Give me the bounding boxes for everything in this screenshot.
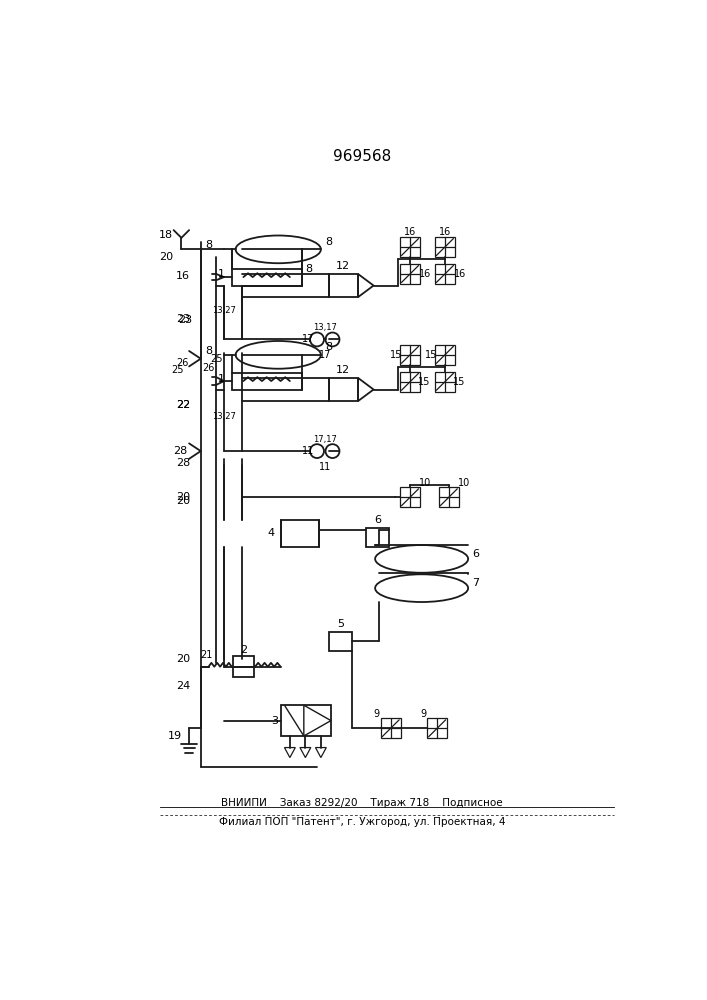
- Bar: [435, 372, 455, 392]
- Text: 21: 21: [200, 650, 212, 660]
- Text: Филиал ПОП "Патент", г. Ужгород, ул. Проектная, 4: Филиал ПОП "Патент", г. Ужгород, ул. Про…: [218, 817, 506, 827]
- Bar: [233, 656, 255, 677]
- Bar: [232, 269, 301, 286]
- Text: 28: 28: [176, 458, 190, 468]
- Bar: [435, 345, 455, 365]
- Text: 24: 24: [176, 681, 190, 691]
- Bar: [438, 487, 459, 507]
- Text: 17: 17: [301, 334, 314, 344]
- Text: 969568: 969568: [333, 149, 391, 164]
- Text: 2: 2: [240, 645, 247, 655]
- Text: 8: 8: [325, 237, 332, 247]
- Text: 20: 20: [176, 654, 190, 664]
- Ellipse shape: [375, 545, 468, 573]
- Bar: [400, 487, 420, 507]
- Text: 7: 7: [472, 578, 479, 588]
- Bar: [329, 632, 352, 651]
- Polygon shape: [358, 378, 373, 401]
- Text: 20: 20: [176, 496, 190, 506]
- Text: 15: 15: [418, 377, 430, 387]
- Bar: [400, 264, 420, 284]
- Text: 8: 8: [205, 346, 212, 356]
- Text: 23: 23: [178, 315, 192, 325]
- Text: 6: 6: [472, 549, 479, 559]
- Text: 28: 28: [173, 446, 187, 456]
- Text: 17: 17: [319, 350, 331, 360]
- Text: 22: 22: [176, 400, 190, 410]
- Text: 8: 8: [205, 240, 212, 250]
- Text: 10: 10: [458, 478, 470, 488]
- Polygon shape: [358, 274, 373, 297]
- Text: 19: 19: [168, 731, 182, 741]
- Bar: [232, 373, 301, 389]
- Text: 16: 16: [455, 269, 467, 279]
- Text: 22: 22: [176, 400, 190, 410]
- Text: 16: 16: [439, 227, 451, 237]
- Text: ВНИИПИ    Заказ 8292/20    Тираж 718    Подписное: ВНИИПИ Заказ 8292/20 Тираж 718 Подписное: [221, 798, 503, 808]
- Bar: [400, 237, 420, 257]
- Polygon shape: [300, 748, 311, 758]
- Text: 15: 15: [390, 350, 402, 360]
- Text: 25: 25: [210, 354, 223, 364]
- Bar: [427, 718, 448, 738]
- Text: 20: 20: [159, 252, 173, 262]
- Text: 26: 26: [177, 358, 189, 368]
- Text: 4: 4: [268, 528, 275, 538]
- Text: 8: 8: [305, 264, 312, 274]
- Text: 13,17: 13,17: [312, 323, 337, 332]
- Bar: [281, 705, 331, 736]
- Bar: [366, 528, 389, 547]
- Text: 12: 12: [337, 261, 351, 271]
- Ellipse shape: [235, 341, 321, 369]
- Ellipse shape: [235, 235, 321, 263]
- Text: 15: 15: [425, 350, 437, 360]
- Bar: [329, 274, 358, 297]
- Bar: [435, 264, 455, 284]
- Text: 15: 15: [452, 377, 465, 387]
- Text: 17,17: 17,17: [312, 435, 337, 444]
- Text: 16: 16: [419, 269, 432, 279]
- Text: 26: 26: [202, 363, 215, 373]
- Text: 11: 11: [302, 446, 314, 456]
- Polygon shape: [315, 748, 327, 758]
- Text: 20: 20: [176, 492, 190, 502]
- Text: 18: 18: [159, 231, 173, 240]
- Text: 1: 1: [218, 374, 225, 384]
- Text: 8: 8: [325, 342, 332, 352]
- Text: 1: 1: [218, 269, 225, 279]
- Text: 13,27: 13,27: [212, 412, 236, 421]
- Text: 23: 23: [176, 314, 190, 324]
- Bar: [380, 718, 401, 738]
- Polygon shape: [304, 705, 331, 736]
- Text: 3: 3: [271, 716, 278, 726]
- Bar: [435, 237, 455, 257]
- Ellipse shape: [375, 574, 468, 602]
- Text: 9: 9: [420, 709, 426, 719]
- Text: 13,27: 13,27: [212, 306, 236, 315]
- Text: 10: 10: [419, 478, 432, 488]
- Text: 9: 9: [373, 709, 380, 719]
- Text: 11: 11: [319, 462, 331, 472]
- Polygon shape: [284, 748, 296, 758]
- Text: 25: 25: [171, 365, 184, 375]
- Bar: [400, 372, 420, 392]
- Text: 16: 16: [404, 227, 416, 237]
- Text: 16: 16: [176, 271, 190, 281]
- Text: 12: 12: [337, 365, 351, 375]
- Text: 6: 6: [374, 515, 381, 525]
- Polygon shape: [284, 705, 304, 736]
- Bar: [400, 345, 420, 365]
- Bar: [329, 378, 358, 401]
- Bar: [281, 520, 320, 547]
- Text: 5: 5: [337, 619, 344, 629]
